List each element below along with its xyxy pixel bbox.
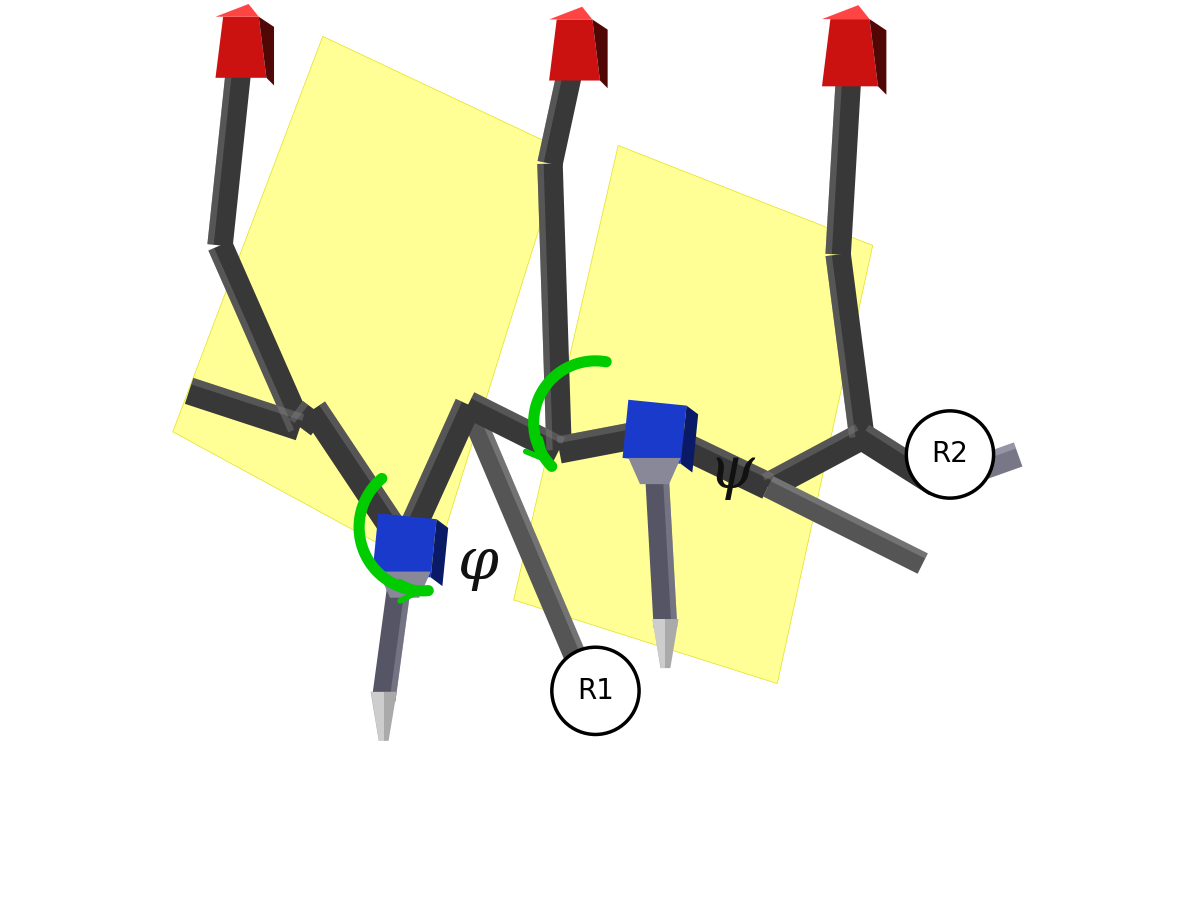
Polygon shape [593, 19, 607, 88]
Polygon shape [289, 401, 324, 435]
Polygon shape [680, 405, 698, 473]
Polygon shape [378, 572, 431, 598]
Polygon shape [538, 47, 587, 166]
Polygon shape [185, 378, 305, 440]
Polygon shape [372, 544, 416, 702]
Text: ψ: ψ [709, 445, 755, 501]
Polygon shape [462, 393, 565, 462]
Polygon shape [514, 145, 872, 684]
Polygon shape [371, 692, 384, 741]
Polygon shape [208, 46, 253, 246]
Polygon shape [390, 546, 416, 702]
Polygon shape [209, 248, 294, 433]
Polygon shape [932, 443, 1016, 477]
Polygon shape [826, 253, 875, 438]
Polygon shape [472, 393, 565, 444]
Polygon shape [289, 401, 308, 424]
Polygon shape [653, 619, 666, 668]
Polygon shape [623, 400, 686, 464]
Polygon shape [538, 164, 553, 450]
Circle shape [906, 411, 994, 498]
Polygon shape [770, 476, 928, 558]
Polygon shape [557, 418, 658, 464]
Polygon shape [649, 419, 774, 499]
Polygon shape [870, 19, 887, 95]
Polygon shape [371, 692, 397, 741]
Polygon shape [826, 52, 863, 255]
Polygon shape [550, 6, 593, 19]
Polygon shape [658, 419, 774, 480]
Polygon shape [822, 19, 878, 86]
Polygon shape [762, 425, 869, 498]
Polygon shape [653, 619, 678, 668]
Polygon shape [826, 255, 856, 438]
Polygon shape [865, 425, 943, 478]
Polygon shape [208, 46, 235, 245]
Polygon shape [216, 16, 266, 78]
Polygon shape [550, 19, 600, 81]
Polygon shape [763, 476, 928, 574]
Polygon shape [557, 418, 653, 444]
Polygon shape [392, 399, 462, 543]
Polygon shape [457, 400, 600, 694]
Polygon shape [643, 431, 677, 628]
Polygon shape [319, 402, 416, 542]
Polygon shape [302, 402, 416, 553]
Polygon shape [822, 5, 870, 19]
Polygon shape [826, 52, 844, 255]
Polygon shape [431, 519, 448, 586]
Polygon shape [372, 514, 437, 577]
Polygon shape [191, 378, 305, 421]
Polygon shape [629, 458, 680, 484]
Polygon shape [538, 164, 572, 450]
Polygon shape [216, 4, 259, 16]
Polygon shape [173, 36, 564, 573]
Polygon shape [209, 240, 312, 433]
Polygon shape [259, 16, 274, 85]
Text: R1: R1 [577, 677, 614, 704]
Circle shape [552, 647, 640, 734]
Polygon shape [932, 443, 1022, 495]
Polygon shape [660, 431, 677, 627]
Text: R2: R2 [931, 441, 968, 468]
Text: φ: φ [457, 535, 498, 592]
Polygon shape [538, 47, 569, 163]
Polygon shape [854, 425, 943, 495]
Polygon shape [392, 399, 481, 551]
Polygon shape [762, 425, 858, 480]
Polygon shape [474, 400, 600, 687]
